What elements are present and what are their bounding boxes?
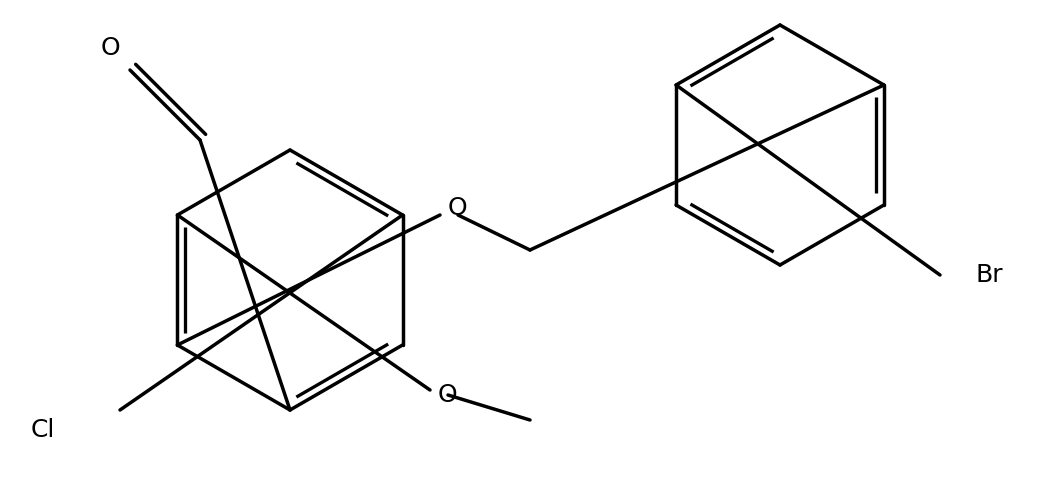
Text: O: O <box>100 36 120 60</box>
Text: Br: Br <box>975 263 1002 287</box>
Text: Cl: Cl <box>31 418 55 442</box>
Text: O: O <box>448 196 468 220</box>
Text: O: O <box>438 383 457 407</box>
